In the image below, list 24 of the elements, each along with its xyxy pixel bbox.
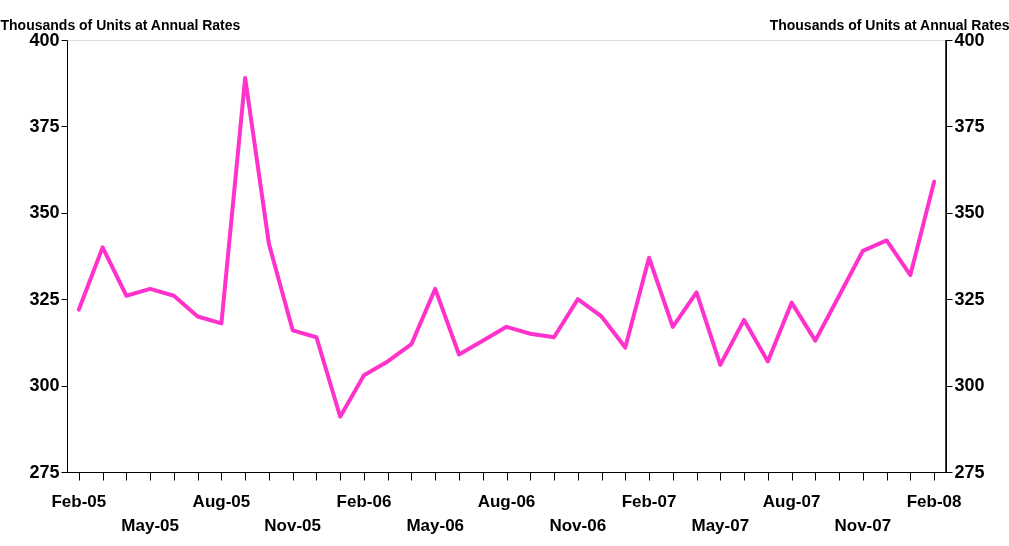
x-tick-label: Feb-08 [906, 492, 962, 511]
x-tick-label: Aug-07 [762, 492, 821, 511]
y2-tick-label: 350 [954, 202, 985, 223]
x-tick-label: Aug-06 [477, 492, 536, 511]
x-tick-label: Nov-07 [834, 516, 892, 535]
x-tick-label: Nov-06 [549, 516, 607, 535]
x-tick-label: Feb-06 [336, 492, 392, 511]
y2-tick-label: 275 [954, 461, 985, 482]
y2-tick-label: 325 [954, 288, 985, 309]
y2-tick-label: 375 [954, 115, 985, 136]
y-tick-label: 300 [29, 375, 60, 396]
x-tick-label: May-06 [406, 516, 465, 535]
y-tick-label: 375 [29, 115, 60, 136]
x-tick-label: Feb-05 [51, 492, 107, 511]
x-tick-label: Nov-05 [264, 516, 322, 535]
x-tick-label: Feb-07 [621, 492, 677, 511]
line-series [76, 76, 937, 419]
y-tick-label: 275 [29, 461, 60, 482]
y-tick-label: 325 [29, 288, 60, 309]
x-tick-label: May-07 [691, 516, 750, 535]
x-tick-label: May-05 [121, 516, 179, 535]
y-tick-label: 350 [29, 202, 60, 223]
y2-tick-label: 300 [954, 375, 985, 396]
x-tick-label: Aug-05 [192, 492, 251, 511]
